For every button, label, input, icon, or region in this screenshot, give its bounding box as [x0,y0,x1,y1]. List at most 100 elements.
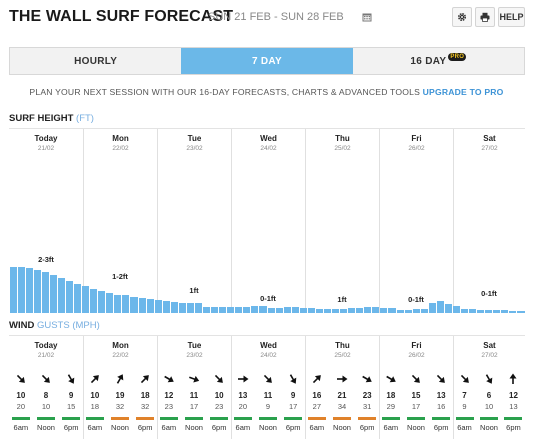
wind-cell[interactable]: 10 23 6pm [208,373,230,433]
surf-bar[interactable] [203,306,211,313]
surf-bar[interactable] [186,302,194,313]
surf-bar[interactable] [283,307,291,313]
surf-bar[interactable] [82,286,90,313]
surf-bar[interactable] [372,307,380,313]
surf-bar[interactable] [154,300,162,313]
wind-cell[interactable]: 6 10 Noon [478,373,500,433]
surf-bar[interactable] [404,310,412,313]
surf-bar[interactable] [251,305,259,313]
tab-16-day[interactable]: 16 DAY PRO [353,48,524,74]
help-button[interactable]: HELP [498,7,525,27]
surf-bar[interactable] [396,310,404,313]
surf-bar[interactable] [211,307,219,313]
tab-7-day[interactable]: 7 DAY [181,48,353,74]
surf-bar[interactable] [315,309,323,313]
surf-bar[interactable] [501,310,509,313]
surf-bar[interactable] [106,292,114,313]
tab-hourly[interactable]: HOURLY [10,48,181,74]
wind-cell[interactable]: 13 20 6am [232,373,254,433]
surf-bar[interactable] [170,301,178,313]
wind-cell[interactable]: 16 27 6am [306,373,328,433]
surf-bar[interactable] [452,305,460,313]
surf-bar[interactable] [259,305,267,313]
print-button[interactable] [475,7,495,27]
surf-bar[interactable] [25,267,33,313]
time-label: 6am [235,423,251,432]
wind-cell[interactable]: 18 32 6pm [134,373,156,433]
wind-cell[interactable]: 23 31 6pm [356,373,378,433]
surf-bar[interactable] [17,266,25,313]
surf-bar[interactable] [461,309,469,313]
wind-cell[interactable]: 10 20 6am [10,373,32,433]
day-date: 24/02 [260,352,277,359]
surf-bar[interactable] [493,310,501,313]
surf-bar[interactable] [517,311,525,313]
surf-bar[interactable] [444,303,452,313]
wind-cell[interactable]: 11 9 Noon [257,373,279,433]
surf-bar[interactable] [194,302,202,313]
wind-cell[interactable]: 21 34 Noon [331,373,353,433]
surf-bar[interactable] [436,300,444,313]
surf-bar[interactable] [477,310,485,313]
surf-bar[interactable] [219,307,227,313]
tab-7-day-label: 7 DAY [251,55,283,67]
wind-direction-arrow-icon [16,374,25,383]
surf-bar[interactable] [364,307,372,313]
surf-bar[interactable] [33,270,41,313]
surf-bar[interactable] [388,308,396,313]
surf-bar[interactable] [323,309,331,313]
surf-bar[interactable] [130,297,138,313]
surf-bar[interactable] [348,308,356,313]
surf-bar[interactable] [122,295,130,313]
surf-bar[interactable] [275,308,283,313]
wind-cell[interactable]: 18 29 6am [380,373,402,433]
wind-cell[interactable]: 7 9 6am [454,373,476,433]
surf-bar[interactable] [49,275,57,313]
wind-cell[interactable]: 12 13 6pm [502,373,524,433]
surf-bar[interactable] [90,288,98,313]
day-date: 22/02 [112,352,129,359]
surf-bar[interactable] [485,310,493,313]
surf-bar[interactable] [138,298,146,313]
calendar-icon[interactable] [362,12,372,22]
surf-bar[interactable] [178,302,186,313]
surf-bar[interactable] [356,308,364,313]
surf-bar[interactable] [235,306,243,313]
surf-bar[interactable] [9,266,17,313]
surf-bar[interactable] [380,308,388,313]
surf-bar[interactable] [65,280,73,313]
wind-cell[interactable]: 9 15 6pm [60,373,82,433]
surf-bar[interactable] [267,308,275,313]
surf-bar[interactable] [243,306,251,313]
surf-bar[interactable] [307,308,315,313]
day-date: 21/02 [37,352,55,359]
upgrade-link[interactable]: UPGRADE TO PRO [422,87,504,97]
surf-bar[interactable] [420,309,428,313]
wind-cell[interactable]: 9 17 6pm [282,373,304,433]
day-column: Tue 23/02 [157,129,231,313]
surf-bar[interactable] [509,311,517,313]
surf-bar[interactable] [98,290,106,313]
surf-bar[interactable] [291,307,299,313]
surf-bar[interactable] [114,294,122,313]
wind-cell[interactable]: 15 17 Noon [405,373,427,433]
surf-bar[interactable] [162,300,170,313]
surf-bar[interactable] [299,308,307,313]
wind-cell[interactable]: 12 23 6am [158,373,180,433]
wind-cell[interactable]: 11 17 Noon [183,373,205,433]
surf-bar[interactable] [41,272,49,313]
wind-cell[interactable]: 10 18 6am [84,373,106,433]
surf-bar[interactable] [146,299,154,313]
wind-cell[interactable]: 8 10 Noon [35,373,57,433]
surf-bar[interactable] [428,302,436,313]
surf-bar[interactable] [469,309,477,313]
surf-bar[interactable] [74,284,82,313]
surf-bar[interactable] [57,277,65,313]
settings-button[interactable] [452,7,472,27]
surf-bar[interactable] [227,307,235,313]
surf-bar[interactable] [340,309,348,313]
wind-cell[interactable]: 19 32 Noon [109,373,131,433]
wind-cell[interactable]: 13 16 6pm [430,373,452,433]
surf-bar[interactable] [332,309,340,313]
surf-bar[interactable] [412,309,420,313]
